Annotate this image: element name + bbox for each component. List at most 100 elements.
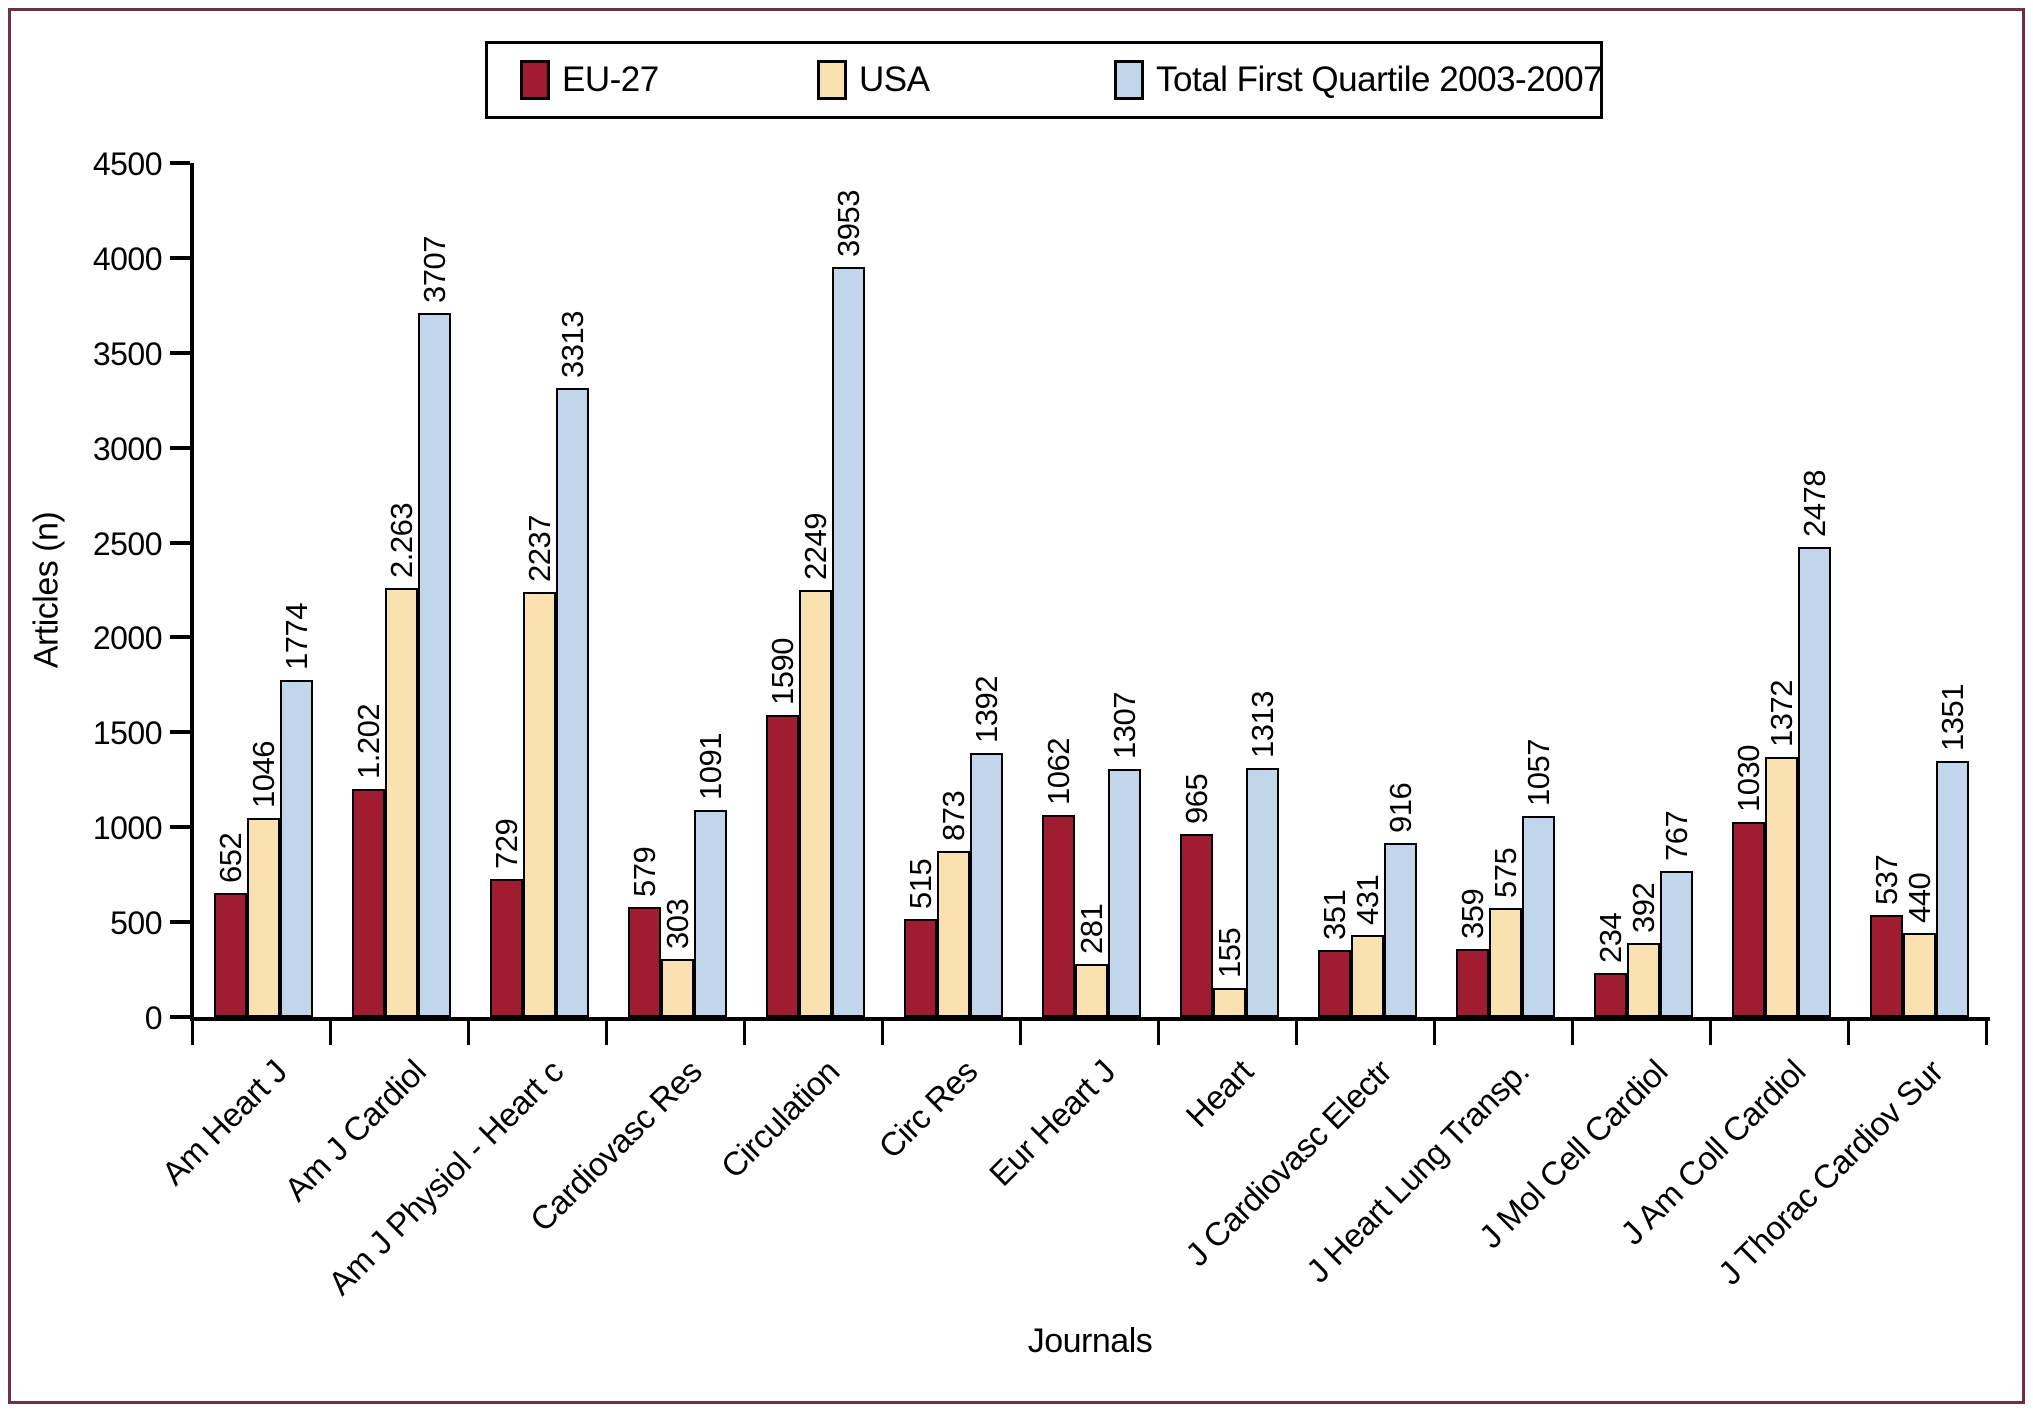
bar-value-label: 1590 (765, 638, 800, 705)
x-tick (190, 1017, 194, 1045)
x-tick (1432, 1017, 1436, 1045)
bar (418, 313, 451, 1017)
y-tick-label: 3500 (92, 335, 163, 372)
y-tick (170, 161, 190, 165)
legend-label: USA (859, 60, 930, 99)
bar-value-label: 440 (1902, 872, 1937, 923)
bar (937, 851, 970, 1017)
y-tick-label: 500 (110, 905, 162, 942)
bar (970, 753, 1003, 1017)
x-category-label: Eur Heart J (981, 1052, 1123, 1193)
bar (1456, 949, 1489, 1017)
bar-value-label: 1057 (1521, 739, 1556, 806)
y-tick-label: 3000 (92, 430, 163, 467)
x-axis-line (190, 1017, 1990, 1021)
bar-value-label: 1.202 (351, 703, 386, 779)
bar-value-label: 2249 (798, 513, 833, 580)
bar-value-label: 392 (1626, 882, 1661, 933)
bar (385, 588, 418, 1017)
y-axis-line (190, 163, 194, 1021)
x-category-label: Am J Cardiol (276, 1052, 433, 1209)
x-tick (1018, 1017, 1022, 1045)
bar (1042, 815, 1075, 1017)
legend: EU-27 USA Total First Quartile 2003-2007 (485, 41, 1603, 119)
bar-value-label: 359 (1455, 888, 1490, 939)
bar (1660, 871, 1693, 1017)
bar (1318, 950, 1351, 1017)
bar (1627, 943, 1660, 1017)
y-tick (170, 255, 190, 260)
bar-value-label: 2.263 (384, 502, 419, 578)
x-tick (1846, 1017, 1850, 1045)
bar-value-label: 965 (1179, 773, 1214, 824)
x-category-label: Heart (1178, 1052, 1261, 1135)
bar (1522, 816, 1555, 1017)
bar (280, 680, 313, 1017)
y-tick-label: 1000 (92, 810, 163, 847)
bar (766, 715, 799, 1017)
x-tick (742, 1017, 746, 1045)
bar (1384, 843, 1417, 1017)
legend-label: EU-27 (562, 60, 659, 99)
bar-value-label: 652 (213, 832, 248, 883)
bar (1351, 935, 1384, 1017)
x-tick (1570, 1017, 1574, 1045)
y-tick (170, 540, 190, 545)
y-tick-label: 0 (144, 1000, 163, 1036)
y-tick-label: 1500 (92, 715, 163, 752)
bar (1213, 988, 1246, 1017)
bar (628, 907, 661, 1017)
bar (1594, 973, 1627, 1017)
y-tick (170, 1015, 190, 1019)
bar-value-label: 579 (627, 846, 662, 897)
bar (1870, 915, 1903, 1017)
bar (904, 919, 937, 1017)
bar-value-label: 1774 (279, 603, 314, 670)
bar-value-label: 3707 (417, 236, 452, 303)
bar-value-label: 1030 (1731, 745, 1766, 812)
bar-value-label: 155 (1212, 927, 1247, 978)
bar-value-label: 575 (1488, 847, 1523, 898)
bar (523, 592, 556, 1017)
bar-value-label: 1392 (969, 676, 1004, 743)
bar-value-label: 1351 (1935, 684, 1970, 751)
legend-swatch-eu27 (520, 60, 550, 100)
bar (1798, 547, 1831, 1017)
y-tick-label: 2500 (92, 525, 163, 562)
x-category-label: Circulation (713, 1052, 847, 1186)
bar (1936, 761, 1969, 1017)
bar-value-label: 351 (1317, 889, 1352, 940)
x-tick (466, 1017, 470, 1045)
bar (490, 879, 523, 1017)
legend-item-eu27: EU-27 (520, 44, 659, 116)
bar-value-label: 2237 (522, 515, 557, 582)
bar-value-label: 1062 (1041, 738, 1076, 805)
legend-item-usa: USA (817, 44, 930, 116)
bar (1246, 768, 1279, 1017)
bar-value-label: 3313 (555, 311, 590, 378)
x-tick (880, 1017, 884, 1045)
bar (1075, 964, 1108, 1017)
bar (661, 959, 694, 1017)
bar-value-label: 1372 (1764, 680, 1799, 747)
x-tick (1156, 1017, 1160, 1045)
legend-item-total-first-quartile: Total First Quartile 2003-2007 (1114, 44, 1603, 116)
bar (214, 893, 247, 1017)
bar-value-label: 2478 (1797, 470, 1832, 537)
y-tick-label: 2000 (92, 620, 163, 657)
bar (1489, 908, 1522, 1017)
bar-value-label: 281 (1074, 903, 1109, 954)
bar (352, 789, 385, 1017)
legend-swatch-usa (817, 60, 847, 100)
bar-value-label: 767 (1659, 810, 1694, 861)
bar (1903, 933, 1936, 1017)
x-axis-title: Journals (1027, 1322, 1153, 1360)
bar-value-label: 729 (489, 818, 524, 869)
y-tick (170, 920, 190, 925)
bar-value-label: 1313 (1245, 691, 1280, 758)
bar-value-label: 916 (1383, 782, 1418, 833)
bar-value-label: 537 (1869, 854, 1904, 905)
x-tick (1984, 1017, 1988, 1045)
bar (1108, 769, 1141, 1017)
